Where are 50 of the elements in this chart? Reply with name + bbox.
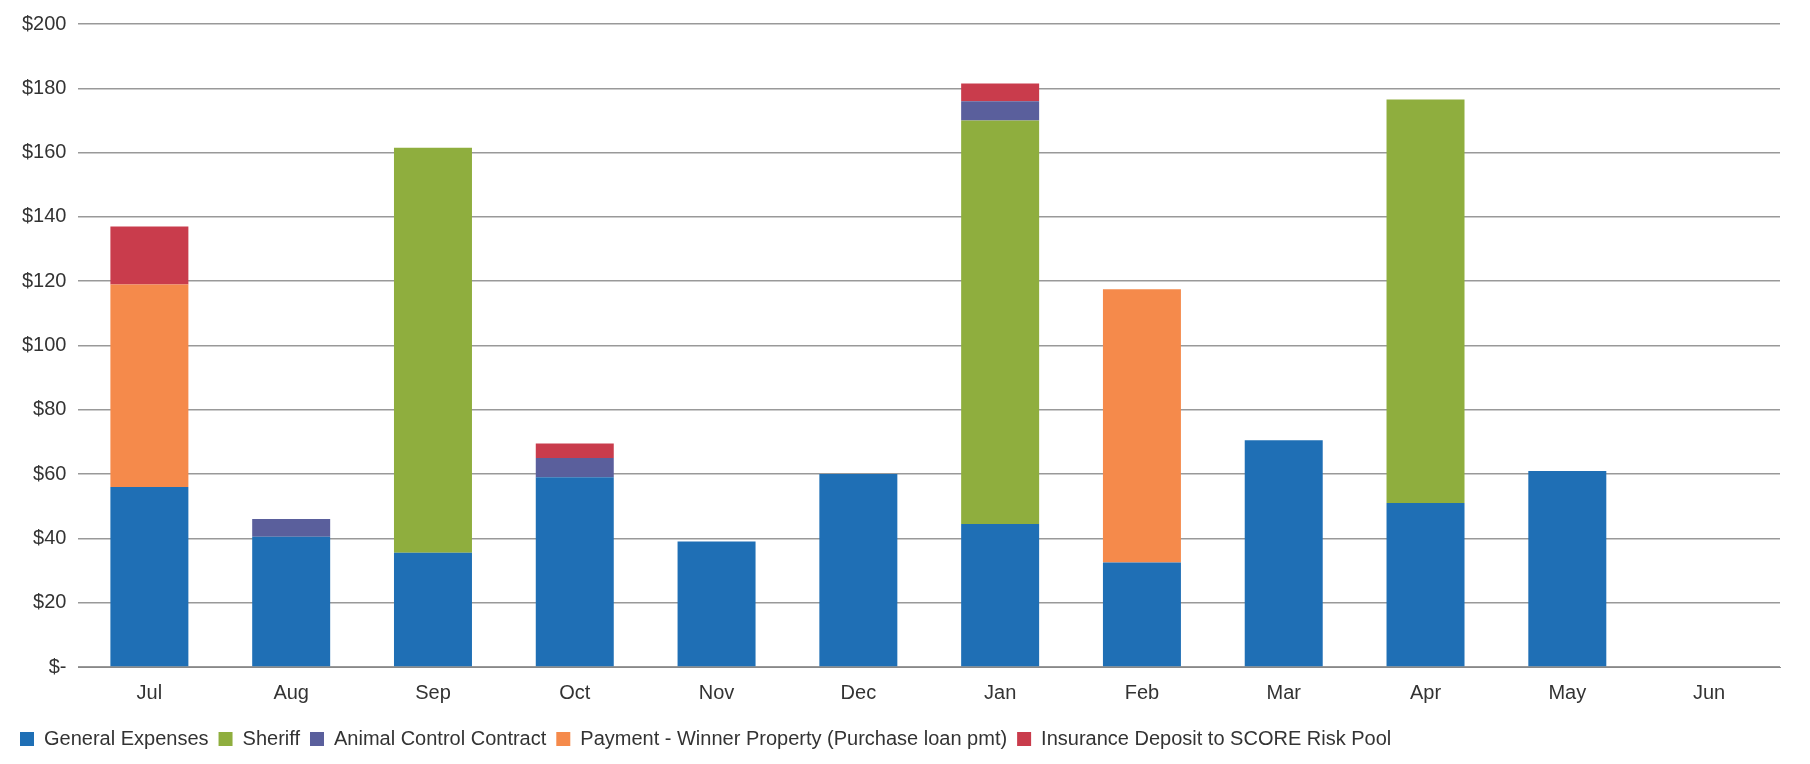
x-tick-label: Apr (1409, 680, 1442, 703)
bar (1386, 503, 1465, 667)
bar (677, 541, 756, 667)
bar (393, 147, 472, 553)
x-tick-label: Mar (1266, 680, 1302, 703)
y-tick-label: $200 (21, 11, 67, 34)
bar (252, 536, 331, 667)
y-tick-label: $60 (33, 461, 67, 484)
bar (1244, 440, 1323, 667)
y-tick-label: $120 (21, 268, 67, 291)
bar (1386, 99, 1465, 504)
legend-label: Animal Control Contract (333, 726, 547, 749)
x-tick-label: Aug (273, 680, 309, 703)
bar (393, 552, 472, 667)
y-tick-label: $20 (33, 590, 67, 613)
x-tick-label: Jan (984, 680, 1017, 703)
bar (961, 120, 1040, 524)
x-tick-label: Sep (415, 680, 451, 703)
bar (110, 284, 189, 487)
y-tick-label: $40 (33, 525, 67, 548)
bar (110, 226, 189, 285)
bar (252, 519, 331, 537)
x-tick-label: May (1548, 680, 1587, 703)
y-tick-label: $180 (21, 75, 67, 98)
x-tick-label: Oct (559, 680, 591, 703)
x-tick-label: Nov (698, 680, 735, 703)
y-tick-label: $80 (33, 397, 67, 420)
bar (535, 477, 614, 667)
bar (961, 523, 1040, 667)
legend-label: Insurance Deposit to SCORE Risk Pool (1041, 726, 1392, 749)
bar (961, 83, 1040, 102)
bar (1102, 289, 1181, 563)
bar (819, 474, 898, 667)
x-tick-label: Jun (1692, 680, 1726, 703)
bar (1528, 470, 1607, 667)
y-tick-label: $100 (21, 333, 67, 356)
y-tick-label: $- (48, 654, 67, 677)
legend-label: Sheriff (242, 726, 301, 749)
legend-label: General Expenses (44, 726, 209, 749)
y-tick-label: $140 (21, 204, 67, 227)
x-tick-label: Jul (136, 680, 163, 703)
bar (535, 458, 614, 478)
x-tick-label: Feb (1124, 680, 1160, 703)
legend-label: Payment - Winner Property (Purchase loan pmt) (580, 726, 1008, 749)
bar (961, 101, 1040, 121)
y-tick-label: $160 (21, 140, 67, 163)
bar (535, 443, 614, 459)
bar (110, 486, 189, 667)
x-tick-label: Dec (840, 680, 877, 703)
bar (1102, 562, 1181, 667)
